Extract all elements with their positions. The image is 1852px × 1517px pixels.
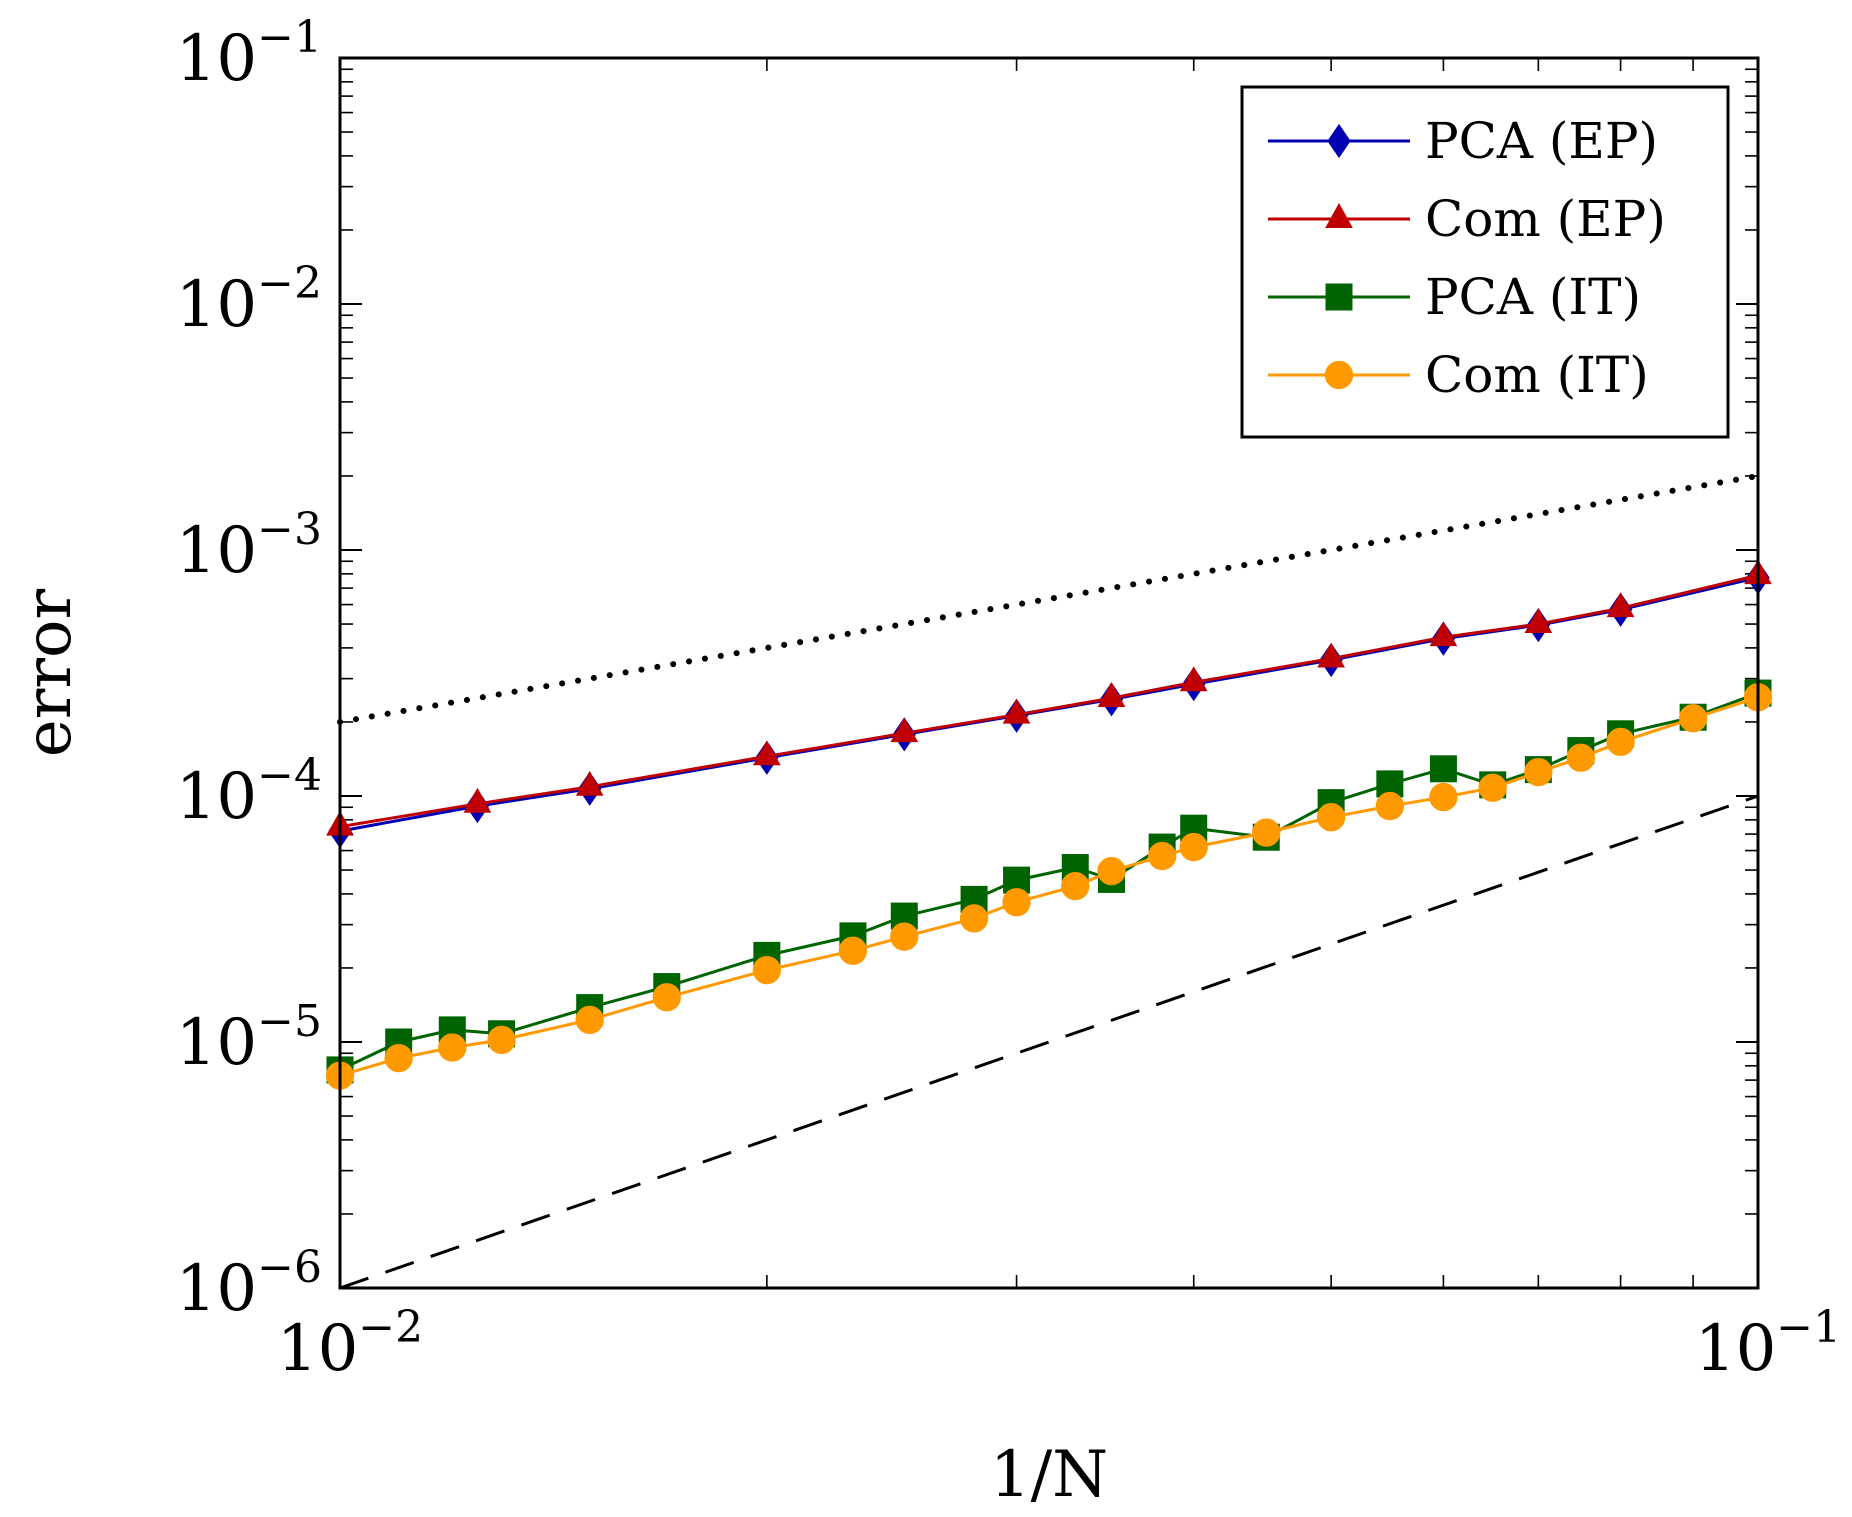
series-com-it bbox=[325, 683, 1773, 1090]
data-point-com-it bbox=[1316, 803, 1346, 832]
data-point-com-it bbox=[1566, 743, 1595, 772]
x-tick-label: 10−2 bbox=[277, 1302, 423, 1386]
legend-label-com-it: Com (IT) bbox=[1425, 346, 1649, 404]
data-point-com-ep bbox=[1429, 621, 1458, 647]
x-axis-label: 1/N bbox=[990, 1438, 1108, 1512]
data-point-com-it bbox=[1002, 888, 1031, 917]
data-point-com-ep bbox=[1317, 642, 1345, 668]
dashed-reference-line bbox=[339, 794, 1759, 1290]
data-point-com-ep bbox=[1002, 698, 1031, 724]
minor-ticks bbox=[340, 58, 1758, 1288]
data-point-com-it bbox=[1097, 856, 1126, 886]
legend-label-pca-it: PCA (IT) bbox=[1425, 268, 1641, 326]
y-tick-label-base: 10 bbox=[176, 22, 257, 96]
data-point-com-ep bbox=[1524, 608, 1553, 634]
data-point-com-it bbox=[1524, 758, 1553, 787]
y-tick-label-exp: −1 bbox=[257, 12, 322, 63]
data-point-com-it bbox=[1375, 791, 1404, 821]
y-tick-label-exp: −5 bbox=[257, 996, 322, 1047]
data-point-com-it bbox=[752, 955, 782, 985]
data-point-com-it bbox=[1061, 872, 1090, 901]
legend: PCA (EP) Com (EP) PCA (IT) Com (IT) bbox=[1240, 85, 1730, 439]
data-point-com-ep bbox=[1097, 682, 1126, 708]
data-point-com-it bbox=[1678, 704, 1708, 733]
data-point-com-it bbox=[838, 936, 868, 965]
reference-lines bbox=[337, 472, 1761, 1290]
data-point-com-ep bbox=[753, 740, 781, 766]
data-point-com-it bbox=[959, 904, 989, 933]
series-group bbox=[325, 559, 1773, 1090]
legend-marker-com-it bbox=[1324, 360, 1354, 390]
legend-label-com-ep: Com (EP) bbox=[1425, 190, 1666, 248]
y-axis-label: error bbox=[12, 589, 86, 758]
data-point-pca-it bbox=[1429, 755, 1457, 783]
data-point-com-ep bbox=[575, 770, 604, 796]
data-point-com-it bbox=[1147, 841, 1177, 871]
data-point-com-it bbox=[1429, 782, 1458, 812]
y-tick-label-exp: −4 bbox=[257, 750, 322, 801]
y-tick-label-base: 10 bbox=[176, 1252, 257, 1326]
data-point-com-it bbox=[384, 1043, 413, 1073]
data-point-com-ep bbox=[1179, 666, 1208, 692]
y-tick-label-exp: −6 bbox=[257, 1242, 322, 1293]
y-tick-labels: 10−610−510−410−310−210−1 bbox=[176, 12, 322, 1326]
y-tick-label-base: 10 bbox=[176, 760, 257, 834]
data-point-com-it bbox=[1606, 727, 1635, 757]
data-point-com-ep bbox=[1606, 592, 1635, 618]
x-tick-label-base: 10 bbox=[277, 1312, 358, 1386]
y-tick-label: 10−6 bbox=[176, 1242, 322, 1326]
legend-label-pca-ep: PCA (EP) bbox=[1425, 112, 1658, 170]
dotted-reference-line bbox=[337, 472, 1761, 725]
legend-marker-pca-ep bbox=[1327, 123, 1351, 159]
legend-box bbox=[1240, 85, 1730, 439]
data-point-com-it bbox=[1179, 832, 1208, 862]
data-point-com-ep bbox=[463, 787, 492, 813]
plot-frame bbox=[338, 56, 1760, 1290]
y-tick-label: 10−1 bbox=[176, 12, 322, 96]
y-tick-label-base: 10 bbox=[176, 514, 257, 588]
x-tick-label-exp: −1 bbox=[1776, 1302, 1841, 1353]
data-point-com-it bbox=[652, 983, 681, 1012]
x-tick-label-base: 10 bbox=[1695, 1312, 1776, 1386]
data-point-com-it bbox=[575, 1005, 604, 1035]
y-tick-label-exp: −3 bbox=[257, 504, 322, 555]
x-tick-label: 10−1 bbox=[1695, 1302, 1841, 1386]
x-tick-label-exp: −2 bbox=[358, 1302, 423, 1353]
data-point-com-it bbox=[487, 1025, 516, 1055]
data-point-com-ep bbox=[890, 717, 919, 743]
data-point-com-it bbox=[890, 922, 919, 951]
y-tick-label-exp: −2 bbox=[257, 258, 322, 309]
y-tick-label: 10−2 bbox=[176, 258, 322, 342]
y-tick-label-base: 10 bbox=[176, 268, 257, 342]
data-point-com-it bbox=[1478, 773, 1507, 802]
data-point-com-it bbox=[1252, 818, 1281, 847]
x-tick-labels: 10−2 10−1 bbox=[277, 1302, 1841, 1386]
data-point-com-it bbox=[438, 1033, 467, 1062]
y-tick-label-base: 10 bbox=[176, 1006, 257, 1080]
y-tick-label: 10−4 bbox=[176, 750, 322, 834]
legend-marker-pca-it bbox=[1325, 283, 1353, 311]
y-tick-label: 10−5 bbox=[176, 996, 322, 1080]
legend-marker-com-ep bbox=[1325, 203, 1353, 228]
y-tick-label: 10−3 bbox=[176, 504, 322, 588]
